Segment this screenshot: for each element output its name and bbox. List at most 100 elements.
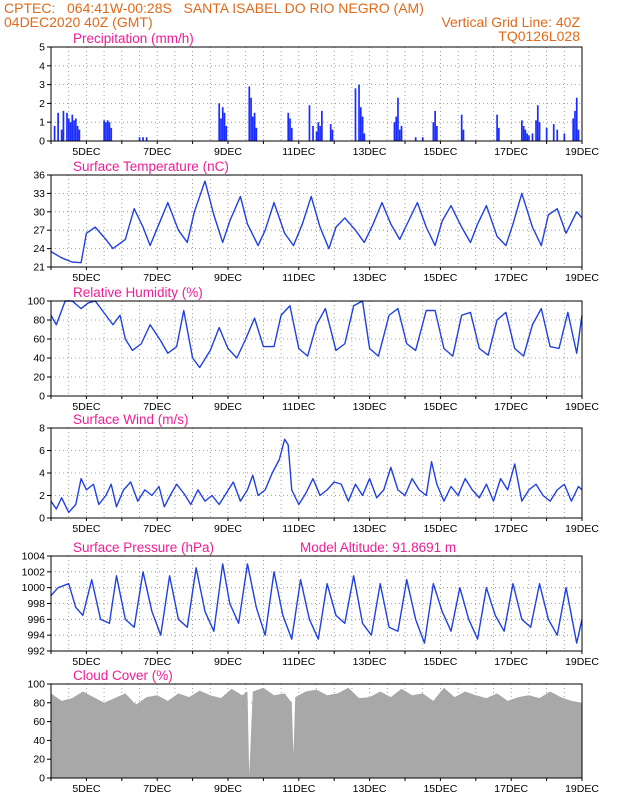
precip-bar: [572, 118, 575, 141]
y-tick-label: 998: [27, 598, 45, 610]
x-tick-label: 9DEC: [214, 783, 242, 795]
precip-bar: [538, 122, 541, 141]
precip-bar: [76, 125, 79, 141]
precip-bar: [575, 97, 578, 141]
temperature-line: [50, 180, 583, 264]
y-tick-label: 5: [39, 42, 45, 54]
precip-title: Precipitation (mm/h): [73, 31, 194, 46]
precip-bar: [78, 129, 81, 141]
y-tick-label: 40: [33, 735, 45, 747]
precip-bar: [251, 116, 254, 141]
precip-bar: [398, 129, 401, 141]
temperature-panel: Surface Temperature (nC) 21 24 27 30 33 36 5DEC…: [33, 159, 599, 284]
y-tick-label: 996: [27, 614, 45, 626]
x-tick-label: 11DEC: [282, 272, 315, 284]
wind-line: [50, 438, 583, 514]
precip-bar: [289, 118, 291, 141]
cloud-data: [51, 687, 582, 778]
precip-bar: [574, 110, 576, 141]
precip-bar: [250, 97, 252, 141]
precip-bar: [354, 88, 357, 141]
x-tick-label: 17DEC: [494, 523, 528, 535]
precip-bar: [108, 122, 111, 141]
x-tick-label: 15DEC: [423, 146, 457, 158]
precip-bar: [220, 118, 222, 141]
precip-bar: [526, 133, 529, 141]
precip-bar: [223, 112, 226, 141]
y-tick-label: 1000: [22, 582, 46, 594]
x-tick-label: 9DEC: [214, 146, 242, 158]
precip-bar: [536, 105, 539, 141]
y-tick-label: 992: [27, 646, 45, 658]
x-tick-label: 5DEC: [72, 783, 100, 795]
x-tick-label: 7DEC: [143, 656, 171, 668]
precip-bar: [145, 137, 148, 141]
x-tick-label: 19DEC: [565, 146, 599, 158]
x-tick-label: 19DEC: [565, 656, 599, 668]
x-tick-label: 19DEC: [565, 401, 599, 413]
y-tick-label: 33: [33, 188, 45, 200]
y-tick-label: 4: [39, 60, 45, 72]
precip-panel: Precipitation (mm/h) 0 1 2 3 4 5 5DEC 7DEC 9DEC 11…: [39, 31, 599, 158]
precip-bar: [138, 137, 141, 141]
precip-bar: [73, 120, 75, 141]
precip-bar: [71, 114, 74, 141]
x-tick-label: 11DEC: [282, 783, 315, 795]
y-tick-label: 24: [33, 243, 45, 255]
precip-bar: [400, 125, 403, 141]
precip-bar: [460, 114, 463, 141]
x-tick-label: 9DEC: [214, 272, 242, 284]
x-tick-label: 7DEC: [143, 272, 171, 284]
precip-bar: [74, 118, 77, 141]
y-tick-label: 20: [33, 372, 45, 384]
precip-bar: [545, 127, 548, 141]
precip-bar: [62, 110, 65, 141]
y-tick-label: 30: [33, 206, 45, 218]
x-tick-label: 7DEC: [143, 523, 171, 535]
x-tick-label: 9DEC: [214, 401, 242, 413]
humidity-panel: Relative Humidity (%) 0 20 40 60 80 100 5DEC 7DE…: [27, 285, 599, 413]
header-grid-line: Vertical Grid Line: 40Z: [441, 14, 580, 30]
humidity-frame: [50, 300, 583, 397]
panels-group: Precipitation (mm/h) 0 1 2 3 4 5 5DEC 7DEC 9DEC 11…: [22, 31, 600, 795]
x-tick-label: 11DEC: [282, 656, 315, 668]
precip-bar: [248, 86, 251, 141]
precip-bar: [308, 105, 311, 141]
precip-bar: [552, 124, 555, 141]
precip-bar: [110, 127, 113, 141]
x-tick-label: 17DEC: [494, 146, 528, 158]
pressure-title: Surface Pressure (hPa): [73, 540, 214, 555]
x-tick-label: 13DEC: [353, 523, 387, 535]
precip-bar: [106, 120, 109, 141]
precip-bar: [317, 122, 320, 141]
x-tick-label: 13DEC: [353, 656, 387, 668]
precip-bar: [319, 125, 321, 141]
precip-bar: [535, 120, 537, 141]
precip-bar: [528, 135, 530, 141]
x-tick-label: 13DEC: [353, 272, 387, 284]
x-tick-label: 19DEC: [565, 523, 599, 535]
y-tick-label: 4: [39, 468, 45, 480]
x-tick-label: 7DEC: [143, 783, 171, 795]
precip-bar: [361, 116, 364, 141]
precip-bar: [221, 107, 224, 141]
precip-bar: [531, 133, 534, 141]
precip-bar: [414, 137, 417, 141]
precip-bar: [432, 122, 435, 141]
precip-bar: [331, 129, 334, 141]
y-tick-label: 36: [33, 170, 45, 182]
precip-bar: [359, 107, 362, 141]
cloud-cover-area: [51, 687, 582, 778]
header-model-id: TQ0126L028: [498, 28, 580, 44]
precip-bar: [563, 133, 566, 141]
cloud-panel: Cloud Cover (%) 0 20 40 60 80 100 5DEC 7DEC 9DEC 1…: [27, 668, 599, 795]
y-tick-label: 60: [33, 334, 45, 346]
pressure-gridlines: [51, 556, 582, 651]
precip-bar: [57, 112, 59, 141]
y-tick-label: 994: [27, 630, 45, 642]
precip-bar: [287, 112, 290, 141]
precip-bar: [462, 129, 465, 141]
precip-data: [53, 84, 580, 141]
y-tick-label: 1004: [22, 551, 46, 563]
precip-frame: [50, 46, 583, 142]
